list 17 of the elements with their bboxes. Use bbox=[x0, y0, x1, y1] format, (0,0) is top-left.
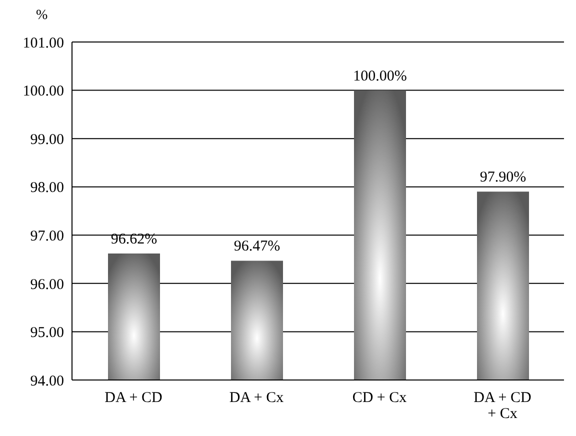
y-tick-label: 97.00 bbox=[30, 228, 64, 244]
x-tick-label: CD + Cx bbox=[352, 390, 408, 406]
y-tick-label: 100.00 bbox=[22, 84, 64, 100]
y-tick-label: 94.00 bbox=[30, 373, 64, 390]
data-label: 97.90% bbox=[480, 170, 526, 186]
y-tick-label: 98.00 bbox=[30, 180, 64, 196]
y-tick-label: 95.00 bbox=[30, 325, 64, 342]
data-label: 96.62% bbox=[110, 231, 158, 248]
x-tick-label: DA + CD + Cx bbox=[474, 390, 532, 422]
y-tick-label: 99.00 bbox=[30, 132, 64, 148]
y-axis-title: % bbox=[36, 8, 48, 24]
x-tick-label: DA + Cx bbox=[229, 390, 284, 406]
data-label: 100.00% bbox=[353, 68, 407, 84]
x-tick-label: DA + CD bbox=[104, 390, 162, 406]
y-tick-label: 101.00 bbox=[22, 35, 64, 52]
data-label: 96.47% bbox=[234, 238, 280, 255]
y-tick-label: 96.00 bbox=[30, 276, 64, 293]
